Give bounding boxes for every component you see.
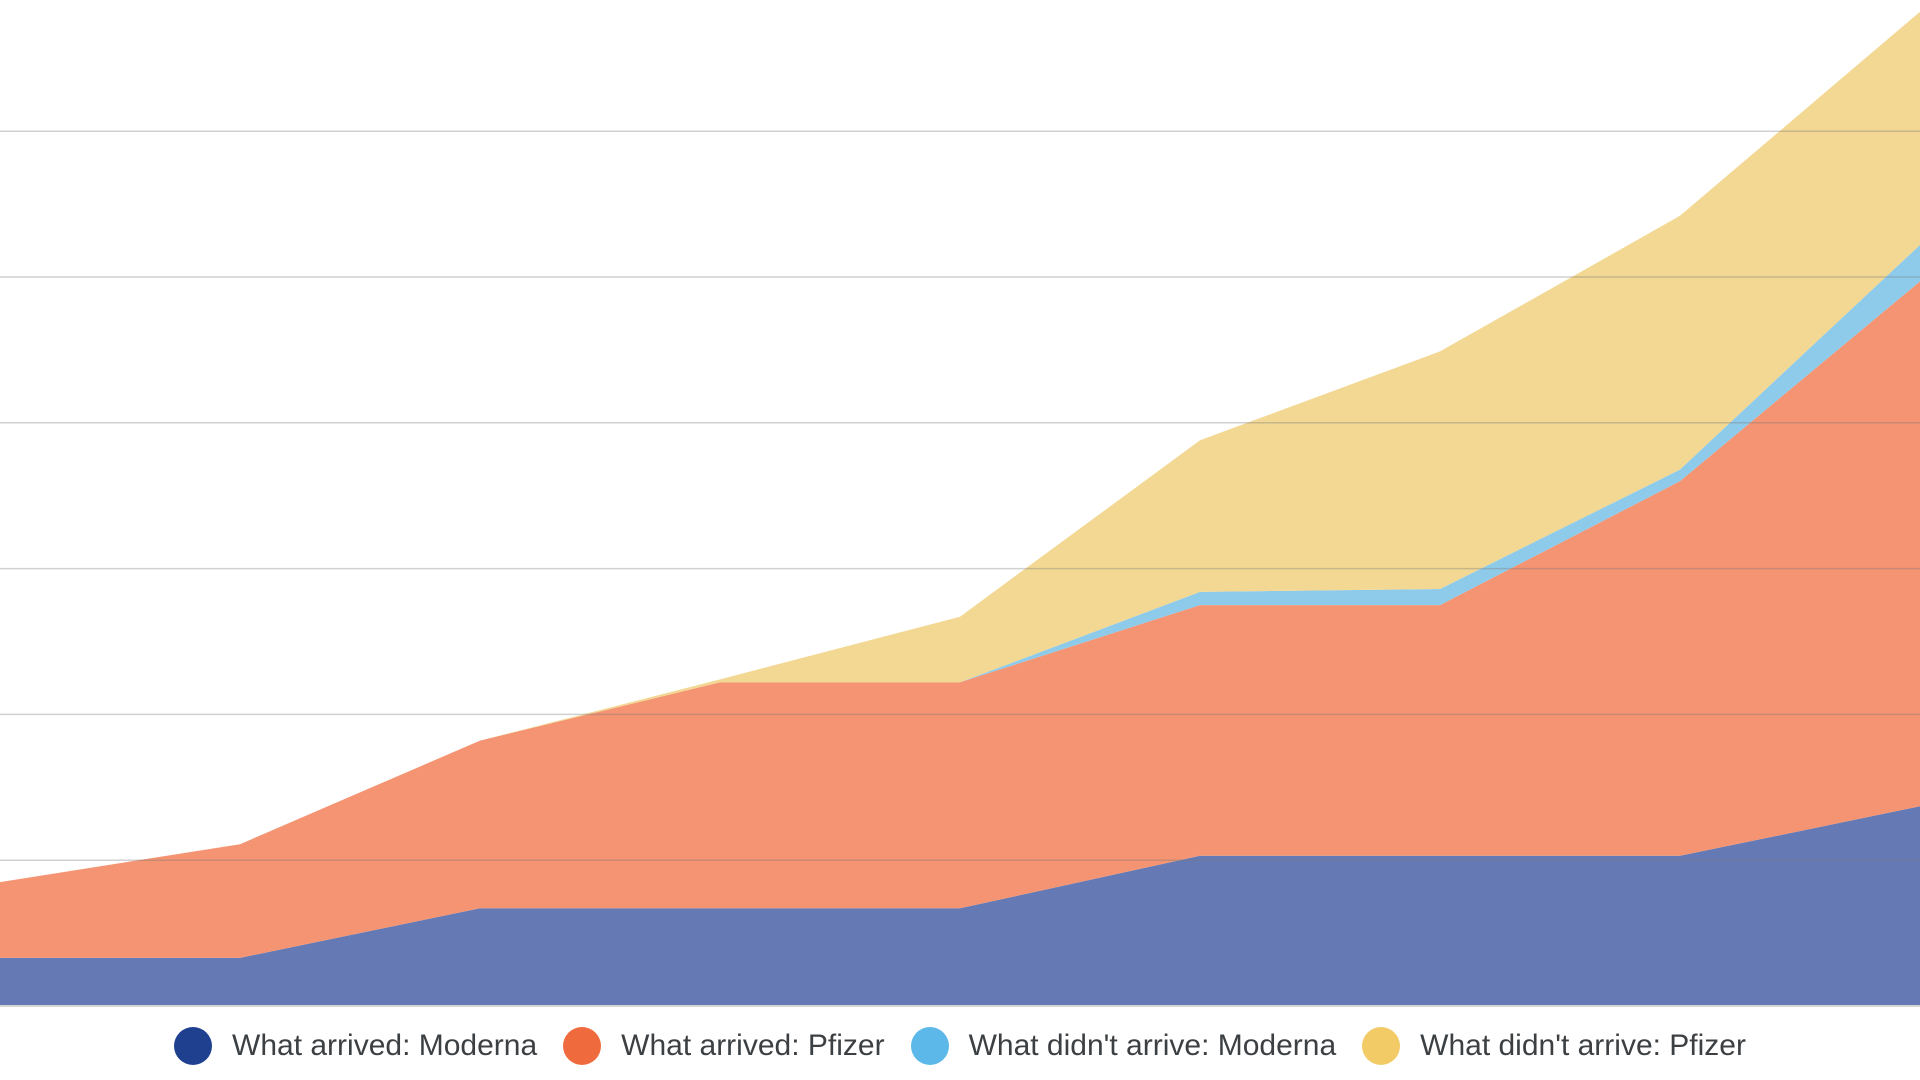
area-series-1 xyxy=(0,806,1920,1006)
area-series-2 xyxy=(0,281,1920,958)
areas-layer xyxy=(0,11,1920,1006)
legend-label-not-arrived-pfizer: What didn't arrive: Pfizer xyxy=(1420,1029,1746,1062)
legend-label-arrived-moderna: What arrived: Moderna xyxy=(232,1029,538,1062)
legend-swatch-not-arrived-pfizer xyxy=(1362,1027,1401,1065)
legend-item-not-arrived-moderna: What didn't arrive: Moderna xyxy=(910,1027,1337,1065)
stacked-area-chart xyxy=(0,11,1920,1007)
legend-label-not-arrived-moderna: What didn't arrive: Moderna xyxy=(968,1029,1337,1062)
grid-layer xyxy=(0,130,1920,861)
legend: What arrived: Moderna What arrived: Pfiz… xyxy=(0,1012,1920,1080)
legend-item-arrived-moderna: What arrived: Moderna xyxy=(174,1027,537,1065)
legend-swatch-arrived-moderna xyxy=(174,1027,213,1065)
area-series-4 xyxy=(0,11,1920,883)
legend-label-arrived-pfizer: What arrived: Pfizer xyxy=(621,1029,885,1062)
legend-item-arrived-pfizer: What arrived: Pfizer xyxy=(563,1027,885,1065)
legend-swatch-arrived-pfizer xyxy=(563,1027,602,1065)
legend-swatch-not-arrived-moderna xyxy=(910,1027,949,1065)
legend-item-not-arrived-pfizer: What didn't arrive: Pfizer xyxy=(1362,1027,1746,1065)
